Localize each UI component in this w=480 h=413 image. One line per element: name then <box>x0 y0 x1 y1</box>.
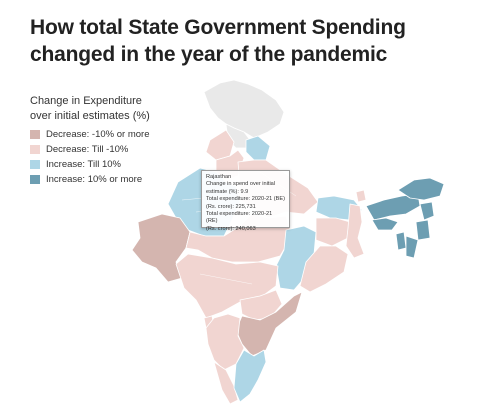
state-sikkim[interactable] <box>355 189 367 203</box>
state-kerala[interactable] <box>213 361 239 405</box>
state-mizoram[interactable] <box>405 235 419 259</box>
state-odisha[interactable] <box>299 245 349 293</box>
tooltip-line: estimate (%): 9.9 <box>206 188 249 195</box>
state-jharkhand[interactable] <box>315 217 351 247</box>
state-telangana[interactable] <box>239 289 283 321</box>
legend-item-decrease-small[interactable]: Decrease: Till -10% <box>30 142 150 156</box>
state-uttarakhand[interactable] <box>245 135 271 161</box>
legend-swatch <box>30 159 40 169</box>
tooltip-line: (Rs. crore): 240,063 <box>206 225 256 232</box>
legend-item-increase-large[interactable]: Increase: 10% or more <box>30 172 150 186</box>
tooltip-line: (Rs. crore): 225,731 <box>206 203 256 210</box>
state-manipur[interactable] <box>415 219 431 241</box>
legend-label: Decrease: Till -10% <box>46 143 129 155</box>
title-line-2: changed in the year of the pandemic <box>30 43 388 66</box>
chart-title: How total State Government Spending chan… <box>30 14 450 68</box>
state-karnataka[interactable] <box>205 313 245 371</box>
legend-item-decrease-large[interactable]: Decrease: -10% or more <box>30 127 150 141</box>
state-nagaland[interactable] <box>419 201 435 221</box>
tooltip-line: Total expenditure: 2020-21 (RE) <box>206 211 273 225</box>
state-arunachal-pradesh[interactable] <box>397 177 445 201</box>
tooltip-line: Total expenditure: 2020-21 (BE) <box>206 196 285 203</box>
legend-label: Increase: Till 10% <box>46 158 121 170</box>
legend-swatch <box>30 144 40 154</box>
legend-title-line-1: Change in Expenditure <box>30 95 142 107</box>
legend-label: Decrease: -10% or more <box>46 128 150 140</box>
legend: Change in Expenditure over initial estim… <box>30 94 150 186</box>
title-line-1: How total State Government Spending <box>30 16 406 39</box>
state-tripura[interactable] <box>395 231 407 251</box>
state-jammu-kashmir[interactable] <box>203 79 285 139</box>
tooltip-state-name: Rajasthan <box>206 174 232 180</box>
state-tooltip: Rajasthan Change in spend over initial e… <box>201 170 290 232</box>
legend-title-line-2: over initial estimates (%) <box>30 110 150 122</box>
legend-swatch <box>30 129 40 139</box>
legend-swatch <box>30 174 40 184</box>
tooltip-line: Change in spend over initial <box>206 181 276 188</box>
legend-label: Increase: 10% or more <box>46 173 143 185</box>
state-meghalaya[interactable] <box>371 217 399 231</box>
state-maharashtra[interactable] <box>175 253 279 319</box>
state-tamil-nadu[interactable] <box>233 349 267 403</box>
legend-item-increase-small[interactable]: Increase: Till 10% <box>30 157 150 171</box>
legend-title: Change in Expenditure over initial estim… <box>30 94 150 124</box>
state-west-bengal[interactable] <box>345 203 365 259</box>
